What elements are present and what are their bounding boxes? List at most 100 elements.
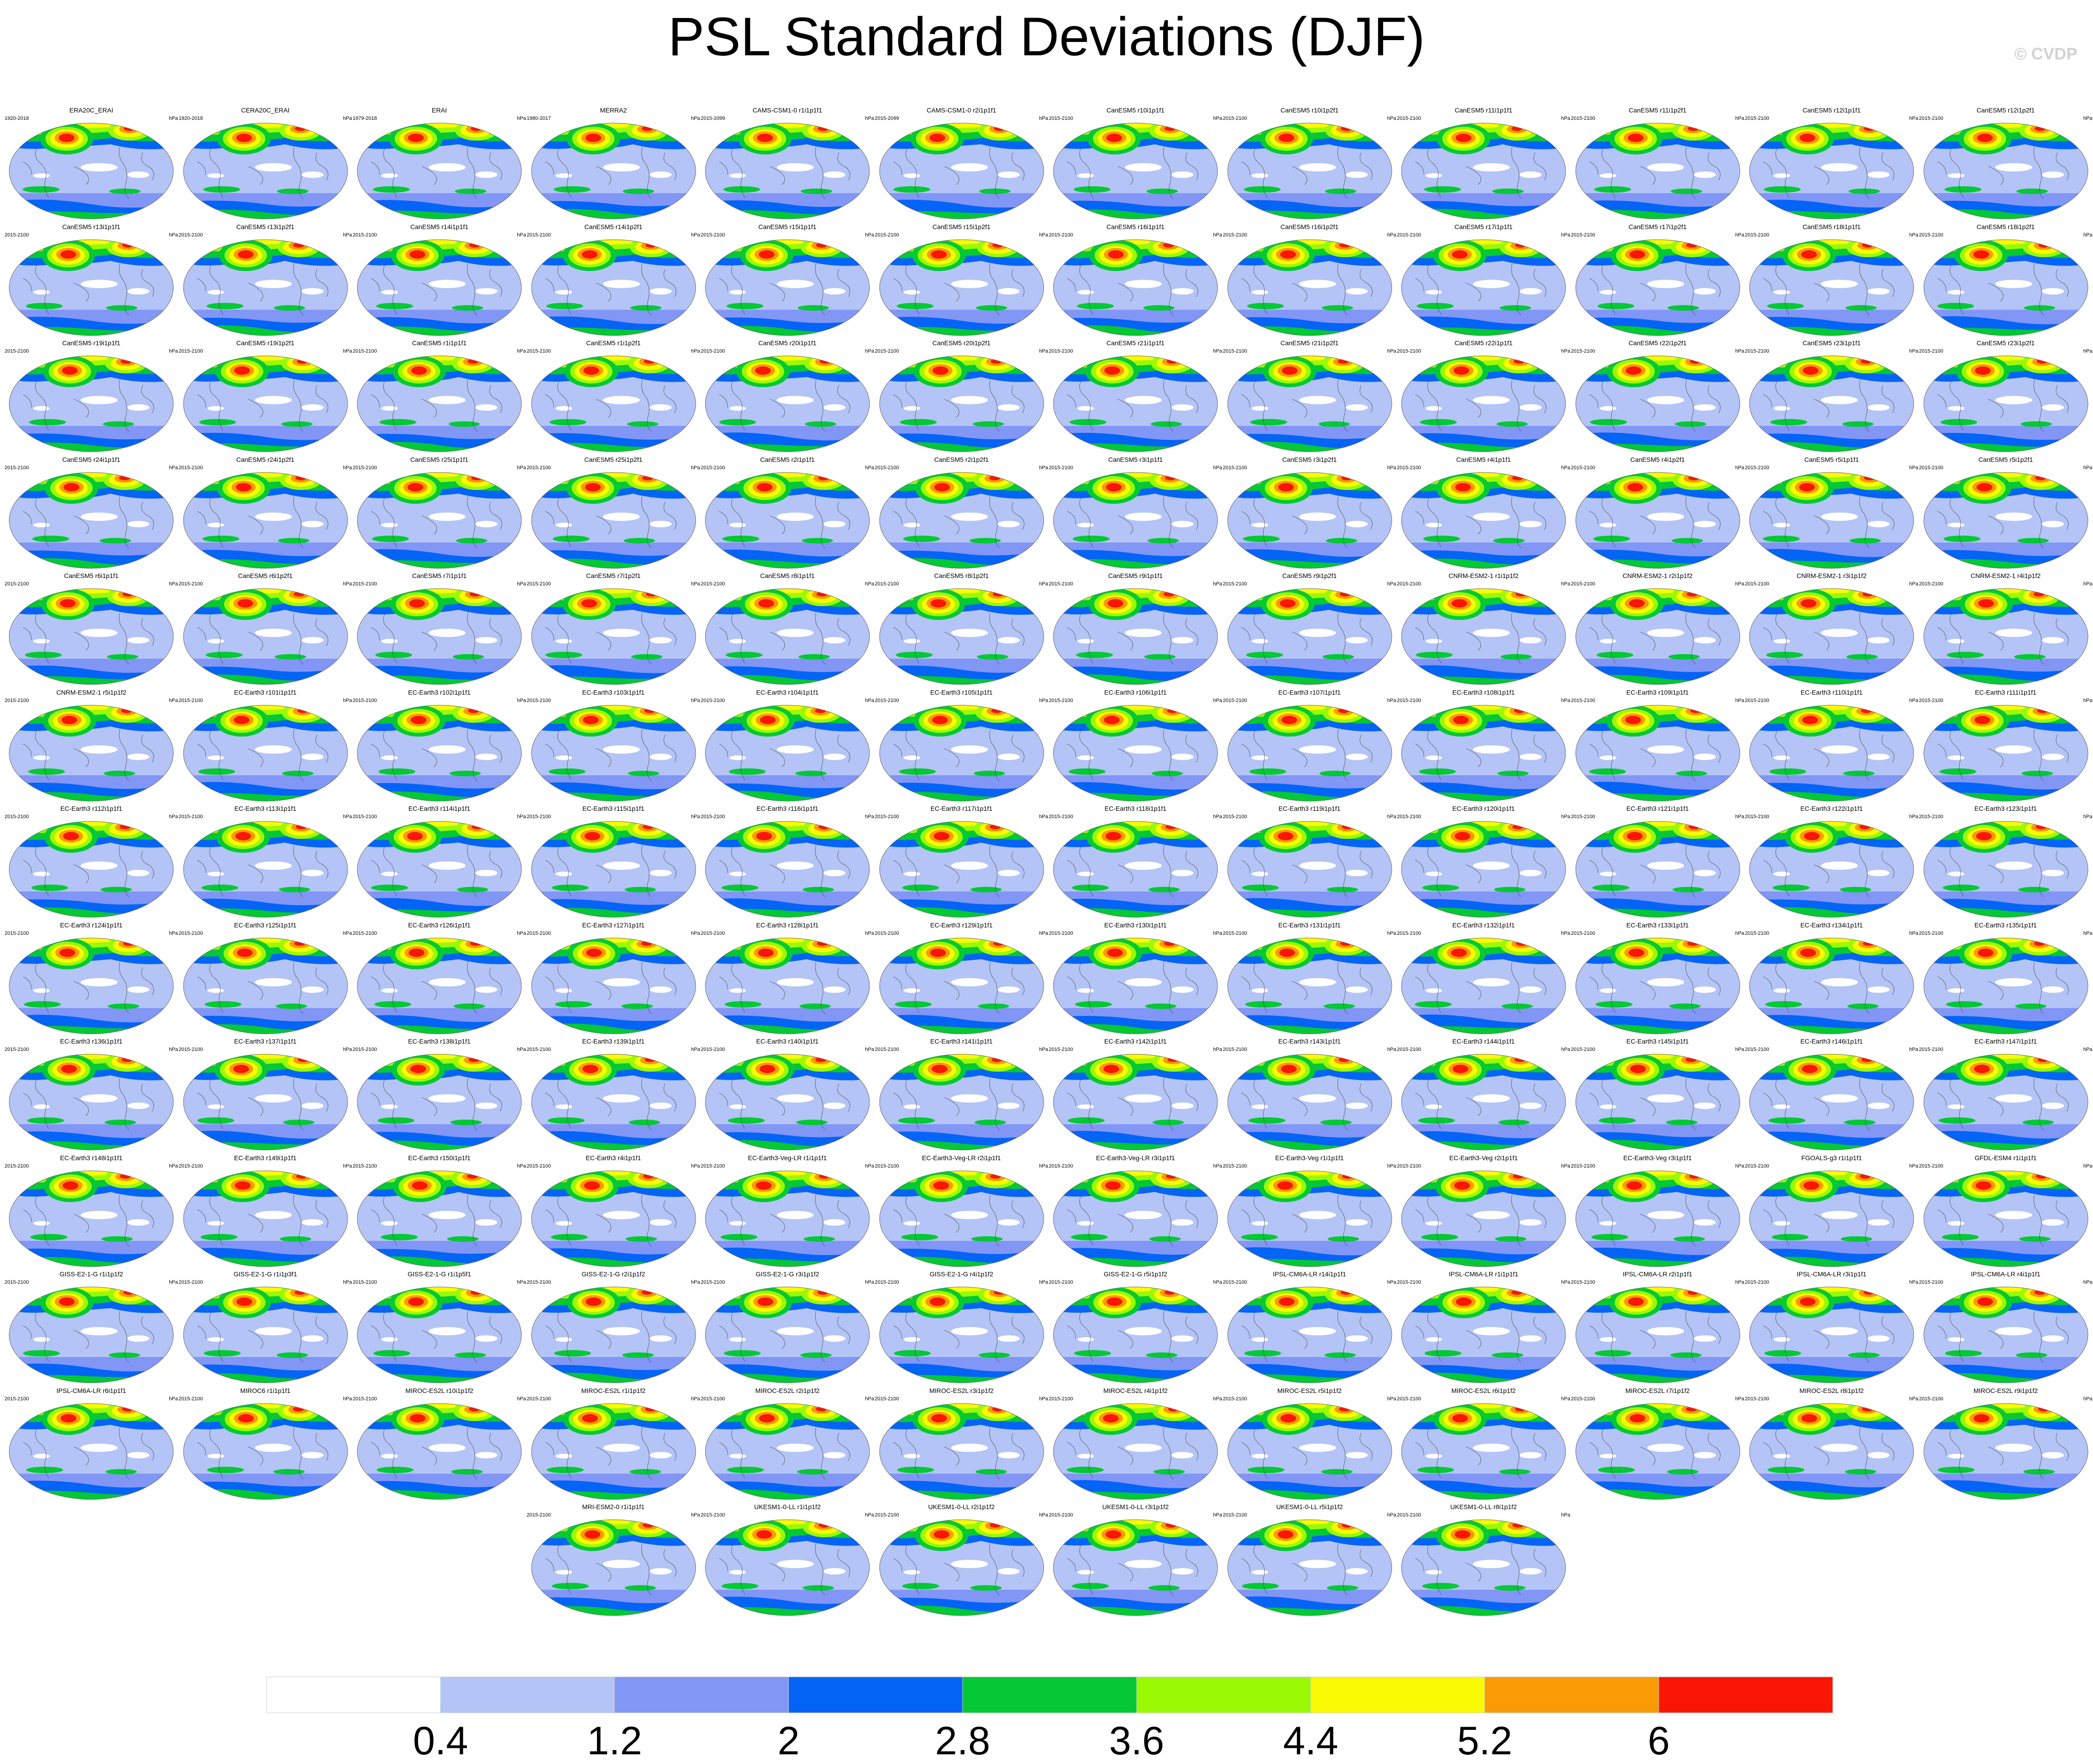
panel-years: 2015-2100	[1571, 814, 1596, 820]
robinson-map	[357, 1286, 522, 1383]
map-panel: EC-Earth3-Veg r1i1p1f1 2015-2100 hPa	[1223, 1151, 1396, 1272]
panel-units: hPa	[169, 232, 178, 238]
panel-units: hPa	[865, 581, 874, 587]
panel-years: 2015-2100	[875, 1047, 899, 1052]
panel-years: 2015-2100	[1745, 1047, 1769, 1052]
panel-header: EC-Earth3 r125i1p1f1 2015-2100 hPa	[179, 919, 352, 937]
panel-title: CNRM-ESM2-1 r2i1p1f2	[1622, 572, 1693, 579]
panel-units: hPa	[1735, 465, 1744, 471]
robinson-map	[705, 821, 870, 918]
map-panel: EC-Earth3 r104i1p1f1 2015-2100 hPa	[701, 686, 874, 807]
robinson-map	[1575, 588, 1740, 685]
map-panel: CanESM5 r17i1p1f1 2015-2100 hPa	[1397, 220, 1570, 341]
panel-years: 2015-2100	[701, 581, 725, 587]
panel-units: hPa	[1039, 465, 1048, 471]
panel-title: EC-Earth3 r148i1p1f1	[60, 1154, 123, 1162]
robinson-map	[1749, 1170, 1914, 1267]
panel-header: EC-Earth3 r115i1p1f1 2015-2100 hPa	[527, 802, 700, 820]
colorbar-tick-label: 3.6	[1109, 1719, 1165, 1763]
panel-title: CNRM-ESM2-1 r5i1p1f2	[56, 688, 126, 696]
panel-header: EC-Earth3 r106i1p1f1 2015-2100 hPa	[1049, 686, 1222, 704]
robinson-map	[1749, 821, 1914, 918]
panel-years: 2015-2100	[701, 1512, 725, 1518]
map-panel: CanESM5 r15i1p1f1 2015-2100 hPa	[701, 220, 874, 341]
panel-units: hPa	[2083, 930, 2093, 936]
panel-years: 2015-2100	[526, 1047, 551, 1052]
map-panel: EC-Earth3 r139i1p1f1 2015-2100 hPa	[527, 1035, 700, 1156]
map-panel: EC-Earth3 r118i1p1f1 2015-2100 hPa	[1049, 802, 1222, 923]
panel-title: EC-Earth3 r142i1p1f1	[1104, 1038, 1167, 1045]
panel-units: hPa	[865, 1512, 874, 1518]
panel-units: hPa	[1387, 1512, 1396, 1518]
robinson-map	[1053, 588, 1218, 685]
panel-header: EC-Earth3 r150i1p1f1 2015-2100 hPa	[353, 1151, 526, 1170]
panel-years: 2015-2100	[1397, 1280, 1421, 1285]
map-panel: CAMS-CSM1-0 r2i1p1f1 2015-2099 hPa	[875, 104, 1048, 224]
panel-title: EC-Earth3 r114i1p1f1	[408, 805, 471, 812]
panel-title: EC-Earth3 r102i1p1f1	[408, 688, 471, 696]
panel-header: CanESM5 r17i1p2f1 2015-2100 hPa	[1571, 220, 1744, 239]
panel-years: 2015-2100	[5, 1280, 29, 1285]
panel-title: MERRA2	[600, 106, 627, 114]
panel-header: MIROC-ES2L r5i1p1f2 2015-2100 hPa	[1223, 1384, 1396, 1403]
panel-units: hPa	[517, 1280, 526, 1285]
panel-units: hPa	[343, 1163, 352, 1169]
panel-years: 2015-2100	[875, 348, 899, 354]
map-panel: EC-Earth3 r140i1p1f1 2015-2100 hPa	[701, 1035, 874, 1156]
panel-header: EC-Earth3 r144i1p1f1 2015-2100 hPa	[1397, 1035, 1570, 1053]
map-panel: EC-Earth3 r115i1p1f1 2015-2100 hPa	[527, 802, 700, 923]
panel-title: EC-Earth3 r128i1p1f1	[756, 921, 819, 929]
panel-units: hPa	[1039, 1396, 1048, 1402]
panel-header: EC-Earth3-Veg-LR r3i1p1f1 2015-2100 hPa	[1049, 1151, 1222, 1170]
panel-years: 2015-2100	[1223, 581, 1248, 587]
panel-header: CanESM5 r5i1p2f1 2015-2100 hPa	[1919, 453, 2093, 472]
robinson-map	[357, 588, 522, 685]
robinson-map	[705, 1403, 870, 1499]
map-panel: EC-Earth3 r116i1p1f1 2015-2100 hPa	[701, 802, 874, 923]
map-panel: UKESM1-0-LL r5i1p1f2 2015-2100 hPa	[1223, 1500, 1396, 1621]
panel-years: 2015-2100	[178, 814, 203, 820]
panel-years: 2015-2099	[701, 116, 725, 121]
robinson-map	[531, 821, 696, 918]
panel-header: CanESM5 r8i1p1f1 2015-2100 hPa	[701, 569, 874, 588]
panel-units: hPa	[2083, 348, 2093, 354]
robinson-map	[1227, 355, 1392, 452]
map-panel: EC-Earth3 r150i1p1f1 2015-2100 hPa	[353, 1151, 526, 1272]
panel-years: 2015-2100	[875, 930, 899, 936]
panel-years: 2015-2100	[178, 465, 203, 471]
panel-units: hPa	[1387, 930, 1396, 936]
panel-header: CanESM5 r13i1p2f1 2015-2100 hPa	[179, 220, 352, 239]
panel-units: hPa	[691, 697, 700, 703]
map-panel: CanESM5 r10i1p1f1 2015-2100 hPa	[1049, 104, 1222, 224]
panel-years: 2015-2100	[1223, 116, 1248, 121]
panel-title: CanESM5 r1i1p1f1	[412, 339, 467, 347]
robinson-map	[531, 239, 696, 336]
panel-header: EC-Earth3 r117i1p1f1 2015-2100 hPa	[875, 802, 1048, 820]
map-panel: EC-Earth3 r107i1p1f1 2015-2100 hPa	[1223, 686, 1396, 807]
panel-title: CanESM5 r4i1p2f1	[1630, 455, 1685, 463]
panel-title: UKESM1-0-LL r5i1p1f2	[1276, 1503, 1343, 1510]
panel-title: EC-Earth3 r109i1p1f1	[1626, 688, 1689, 696]
map-panel: CanESM5 r13i1p2f1 2015-2100 hPa	[179, 220, 352, 341]
panel-units: hPa	[1039, 1512, 1048, 1518]
robinson-map	[1749, 1286, 1914, 1383]
panel-units: hPa	[343, 1280, 352, 1285]
panel-units: hPa	[1909, 1396, 1918, 1402]
map-panel: CanESM5 r4i1p1f1 2015-2100 hPa	[1397, 453, 1570, 574]
map-panel: MIROC-ES2L r9i1p1f2 2015-2100 hPa	[1919, 1384, 2093, 1505]
panel-units: hPa	[1213, 116, 1222, 121]
map-panel: GISS-E2-1-G r1i1p1f2 2015-2100 hPa	[5, 1268, 178, 1388]
panel-years: 2015-2100	[1049, 930, 1073, 936]
panel-title: CanESM5 r22i1p2f1	[1628, 339, 1687, 347]
map-panel: EC-Earth3 r110i1p1f1 2015-2100 hPa	[1745, 686, 1918, 807]
robinson-map	[1923, 705, 2088, 801]
robinson-map	[1923, 1403, 2088, 1499]
panel-years: 2015-2100	[1745, 116, 1769, 121]
map-panel: EC-Earth3 r148i1p1f1 2015-2100 hPa	[5, 1151, 178, 1272]
panel-units: hPa	[2083, 232, 2093, 238]
panel-header: EC-Earth3 r121i1p1f1 2015-2100 hPa	[1571, 802, 1744, 820]
robinson-map	[1053, 1286, 1218, 1383]
panel-years: 2015-2100	[5, 348, 29, 354]
map-panel: MIROC-ES2L r4i1p1f2 2015-2100 hPa	[1049, 1384, 1222, 1505]
robinson-map	[9, 1403, 174, 1499]
